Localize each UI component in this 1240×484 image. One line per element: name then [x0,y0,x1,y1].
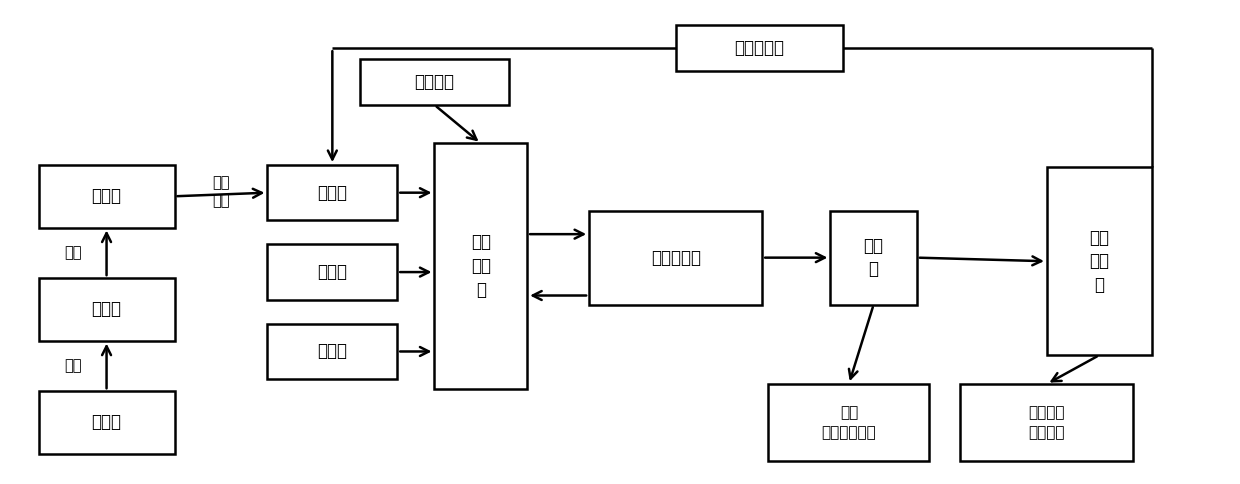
Text: 粗硅粉: 粗硅粉 [317,183,347,202]
Text: 淬火: 淬火 [64,359,82,374]
FancyBboxPatch shape [676,26,843,71]
Text: 纳米多孔
晶硅颗粒: 纳米多孔 晶硅颗粒 [1029,405,1065,440]
Text: 高纯
纳米晶硅浆料: 高纯 纳米晶硅浆料 [822,405,877,440]
FancyBboxPatch shape [831,211,916,304]
FancyBboxPatch shape [434,143,527,389]
Text: 纳米砂磨机: 纳米砂磨机 [651,249,701,267]
Text: 喷雾
干燥
机: 喷雾 干燥 机 [1090,228,1110,294]
Text: 棒状硅: 棒状硅 [92,413,122,431]
FancyBboxPatch shape [769,384,929,461]
FancyBboxPatch shape [360,59,508,105]
FancyBboxPatch shape [589,211,763,304]
Text: 筛分: 筛分 [212,194,229,209]
Text: 研磨: 研磨 [64,245,82,260]
Text: 分散剂: 分散剂 [317,343,347,361]
Text: 研磨: 研磨 [212,175,229,190]
Text: 粉状硅: 粉状硅 [92,187,122,205]
Text: 块状硅: 块状硅 [92,301,122,318]
FancyBboxPatch shape [38,165,175,227]
FancyBboxPatch shape [268,324,397,379]
Text: 储料
罐: 储料 罐 [863,237,884,278]
FancyBboxPatch shape [960,384,1133,461]
FancyBboxPatch shape [268,165,397,220]
FancyBboxPatch shape [1047,167,1152,355]
FancyBboxPatch shape [38,278,175,341]
Text: 高速
搅拌
罐: 高速 搅拌 罐 [471,233,491,299]
FancyBboxPatch shape [38,391,175,454]
Text: 惰性气体: 惰性气体 [414,73,454,91]
Text: 分散液: 分散液 [317,263,347,281]
FancyBboxPatch shape [268,244,397,300]
Text: 分散液回收: 分散液回收 [734,39,784,57]
